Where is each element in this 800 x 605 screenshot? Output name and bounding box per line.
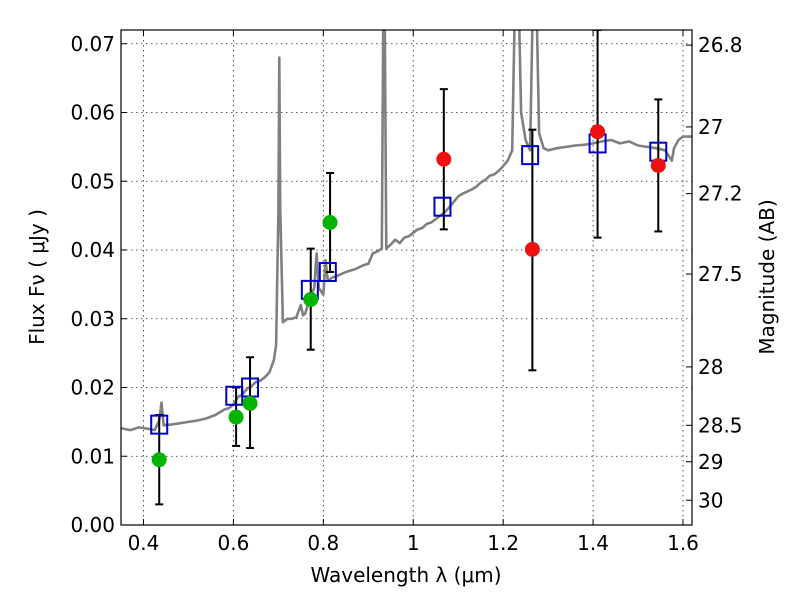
right-tick-label: 29 <box>698 450 723 474</box>
model-square-point <box>521 145 540 166</box>
y-tick-label: 0.01 <box>70 444 115 468</box>
x-axis-label: Wavelength λ (μm) <box>310 563 501 587</box>
model-square-point <box>433 196 452 217</box>
x-tick-label: 0.8 <box>307 531 339 555</box>
right-tick-label: 26.8 <box>698 33 743 57</box>
y-tick-label: 0.07 <box>70 32 115 56</box>
plot-frame <box>120 29 693 526</box>
green-data-point <box>322 215 338 230</box>
x-tick-label: 1 <box>407 531 420 555</box>
right-axis-label: Magnitude (AB) <box>755 199 779 354</box>
axis-ticks: 0.4 0.6 0.8 1 1.2 1.4 1.6 0.00 0.01 0.02 0.03 0.04 0… <box>70 30 743 555</box>
template-spectrum-line <box>121 30 692 432</box>
right-tick-label: 27.5 <box>698 262 743 286</box>
y-tick-label: 0.04 <box>70 238 115 262</box>
red-data-point <box>436 151 452 167</box>
y-tick-label: 0.02 <box>70 376 115 400</box>
x-tick-label: 1.2 <box>487 531 519 555</box>
y-axis-label: Flux Fν ( μJy ) <box>25 209 49 345</box>
grid <box>121 30 692 526</box>
x-tick-label: 1.4 <box>577 531 609 555</box>
red-data-point <box>590 124 606 140</box>
green-data-point <box>242 395 258 411</box>
right-tick-label: 30 <box>698 488 723 512</box>
right-tick-label: 27 <box>698 115 723 139</box>
right-tick-label: 28.5 <box>698 413 743 437</box>
y-tick-label: 0.06 <box>70 101 115 125</box>
right-tick-label: 27.2 <box>698 182 743 206</box>
y-tick-label: 0.03 <box>70 307 115 331</box>
green-data-point <box>303 292 319 307</box>
y-tick-label: 0.05 <box>70 169 115 193</box>
x-tick-label: 1.6 <box>667 531 699 555</box>
x-tick-label: 0.6 <box>217 531 249 555</box>
model-square-point <box>150 414 169 435</box>
green-data-point <box>228 409 244 425</box>
right-tick-label: 28 <box>698 355 723 379</box>
green-data-point <box>151 452 167 468</box>
red-data-point <box>650 157 666 173</box>
red-data-point <box>524 241 540 257</box>
y-tick-label: 0.00 <box>70 513 115 537</box>
model-square-point <box>318 262 337 282</box>
plot-area <box>121 30 692 506</box>
x-tick-label: 0.4 <box>128 531 160 555</box>
